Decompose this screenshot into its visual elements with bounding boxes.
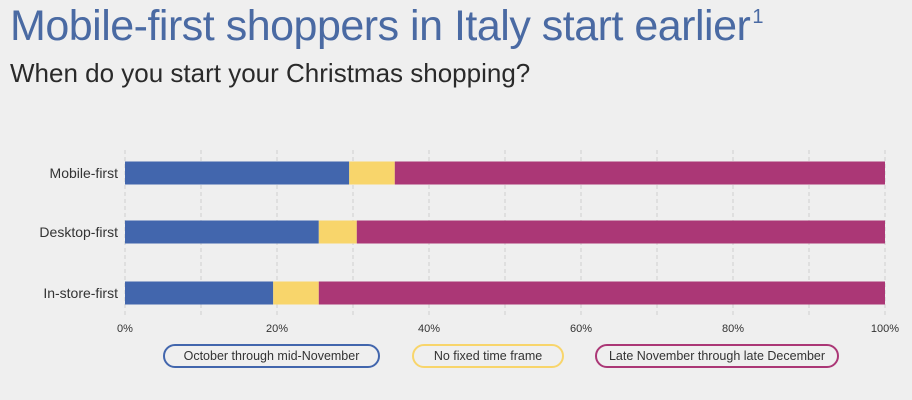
legend-item-late-november-late-december: Late November through late December xyxy=(595,344,839,368)
x-tick-label: 80% xyxy=(722,323,744,335)
bar-segment xyxy=(125,161,350,185)
bar-segment xyxy=(394,161,885,185)
bar-segment xyxy=(318,220,357,244)
x-tick-label: 60% xyxy=(570,323,592,335)
bar-segment xyxy=(273,281,319,305)
chart-title-text: Mobile-first shoppers in Italy start ear… xyxy=(10,2,751,50)
x-tick-label: 20% xyxy=(266,323,288,335)
bar-segment xyxy=(125,281,274,305)
x-tick-label: 0% xyxy=(117,323,133,335)
bar-segment xyxy=(125,220,319,244)
legend-item-no-fixed-time-frame: No fixed time frame xyxy=(412,344,564,368)
bar-segment xyxy=(349,161,395,185)
category-label: Desktop-first xyxy=(39,224,118,240)
legend-label: Late November through late December xyxy=(608,349,826,363)
x-tick-label: 100% xyxy=(871,323,899,335)
legend-label: No fixed time frame xyxy=(433,349,543,363)
x-tick-label: 40% xyxy=(418,323,440,335)
category-label: In-store-first xyxy=(43,285,118,301)
legend-label: October through mid-November xyxy=(183,349,360,363)
bar-segment xyxy=(318,281,885,305)
title-footnote-marker: 1 xyxy=(752,6,763,28)
chart-subtitle: When do you start your Christmas shoppin… xyxy=(10,58,531,88)
category-label: Mobile-first xyxy=(50,165,119,181)
legend-item-october-mid-november: October through mid-November xyxy=(163,344,380,368)
chart-title: Mobile-first shoppers in Italy start ear… xyxy=(10,2,763,51)
bar-segment xyxy=(356,220,885,244)
